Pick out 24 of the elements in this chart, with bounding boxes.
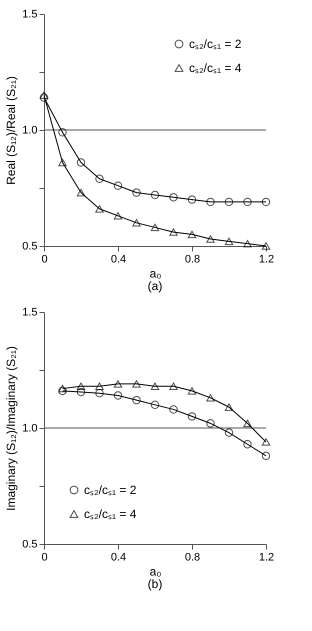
legend-label: cₛ₂/cₛ₁ = 2 [189,37,242,51]
y-axis-title: Imaginary (S₁₂)/Imaginary (S₂₁) [4,346,18,511]
x-tick-label: 1.2 [258,254,274,266]
x-tick-label: 1.2 [258,552,274,564]
x-tick-label: 0 [41,254,48,266]
x-tick-label: 0.8 [184,552,200,564]
legend-label: cₛ₂/cₛ₁ = 4 [189,61,242,75]
text: (b) [148,577,162,591]
y-tick-label: 0.5 [22,538,38,550]
y-tick-label: 1.5 [22,306,38,318]
legend-label: cₛ₂/cₛ₁ = 4 [84,507,137,521]
y-tick-label: 0.5 [22,240,38,252]
x-tick-label: 0.4 [110,254,126,266]
x-axis-title: a₀ [150,266,162,280]
y-tick-label: 1.0 [22,124,38,136]
legend-label: cₛ₂/cₛ₁ = 2 [84,483,137,497]
x-tick-label: 0 [41,552,48,564]
x-tick-label: 0.8 [184,254,200,266]
y-tick-label: 1.0 [22,422,38,434]
y-tick-label: 1.5 [22,8,38,20]
text: (a) [148,279,162,293]
y-axis-title: Real (S₁₂)/Real (S₂₁) [4,76,18,185]
x-axis-title: a₀ [150,564,162,578]
x-tick-label: 0.4 [110,552,126,564]
